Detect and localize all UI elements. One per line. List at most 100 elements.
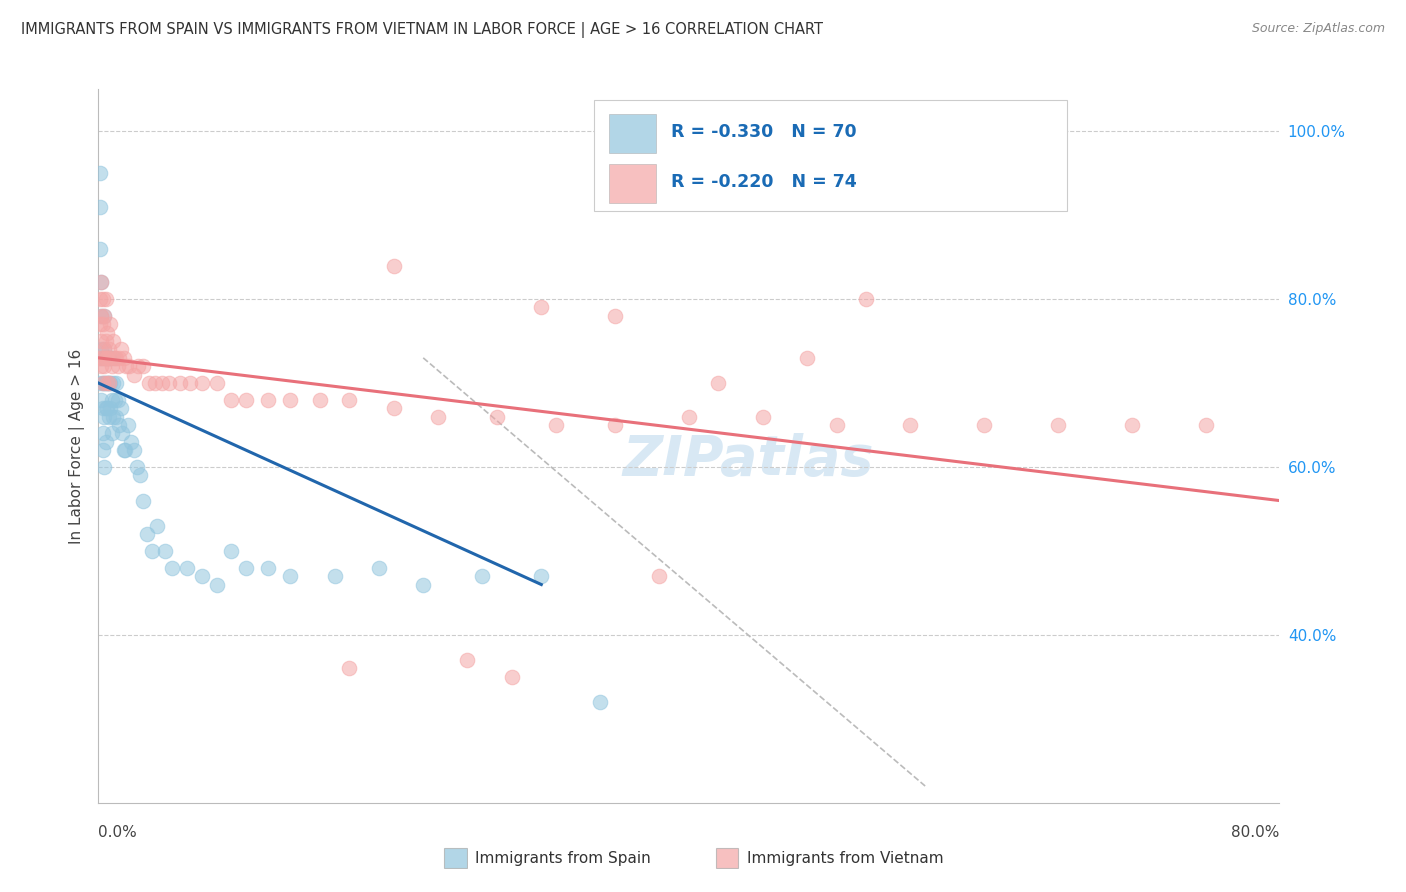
Point: [97, 351, 120, 365]
Point: [104, 351, 127, 365]
Point: [89, 351, 111, 365]
Point: [382, 401, 405, 416]
Point: [546, 417, 568, 432]
Point: [105, 376, 128, 390]
Point: [143, 376, 166, 390]
Point: [169, 376, 191, 390]
Point: [110, 401, 132, 416]
Point: [93, 376, 115, 390]
Point: [122, 368, 145, 382]
Point: [94, 376, 117, 390]
Point: [104, 392, 127, 407]
Point: [162, 560, 183, 574]
Point: [94, 401, 117, 416]
Point: [118, 359, 141, 374]
Point: [973, 417, 995, 432]
Point: [103, 376, 125, 390]
Text: ZIPatlas: ZIPatlas: [623, 434, 873, 487]
Point: [589, 695, 612, 709]
Point: [219, 392, 242, 407]
Point: [90, 343, 112, 357]
Point: [90, 359, 112, 374]
Point: [141, 544, 163, 558]
Point: [98, 318, 121, 332]
Point: [128, 468, 150, 483]
Point: [648, 569, 671, 583]
Point: [98, 401, 121, 416]
Point: [91, 376, 114, 390]
Point: [1046, 417, 1069, 432]
Point: [98, 376, 121, 390]
Point: [486, 409, 509, 424]
Point: [796, 351, 818, 365]
Point: [91, 376, 114, 390]
Point: [191, 569, 214, 583]
Point: [89, 200, 111, 214]
Point: [471, 569, 494, 583]
Point: [90, 275, 112, 289]
Point: [412, 577, 434, 591]
Point: [89, 318, 111, 332]
Point: [89, 351, 111, 365]
Point: [96, 401, 118, 416]
Point: [108, 351, 131, 365]
Point: [235, 392, 257, 407]
Point: [100, 359, 122, 374]
Point: [235, 560, 257, 574]
Point: [339, 661, 360, 675]
Point: [107, 359, 129, 374]
Text: Immigrants from Spain: Immigrants from Spain: [475, 851, 651, 865]
Point: [91, 401, 114, 416]
Text: R = -0.220   N = 74: R = -0.220 N = 74: [671, 173, 858, 191]
Point: [136, 527, 159, 541]
Point: [146, 518, 169, 533]
Point: [900, 417, 922, 432]
Point: [90, 392, 112, 407]
Point: [91, 351, 114, 365]
Point: [153, 544, 176, 558]
Point: [1195, 417, 1218, 432]
Point: [94, 351, 117, 365]
Point: [309, 392, 332, 407]
Point: [93, 460, 115, 475]
Point: [382, 259, 405, 273]
Y-axis label: In Labor Force | Age > 16: In Labor Force | Age > 16: [69, 349, 84, 543]
Point: [132, 493, 155, 508]
Point: [278, 392, 302, 407]
Point: [132, 359, 155, 374]
Point: [427, 409, 450, 424]
Point: [368, 560, 391, 574]
Point: [91, 443, 114, 458]
Point: [125, 460, 148, 475]
Point: [108, 417, 131, 432]
Point: [257, 392, 280, 407]
Bar: [609, 114, 655, 153]
Point: [94, 334, 117, 348]
Point: [751, 409, 773, 424]
Point: [93, 359, 115, 374]
Text: 0.0%: 0.0%: [98, 825, 138, 840]
Text: R = -0.330   N = 70: R = -0.330 N = 70: [671, 123, 856, 141]
Point: [456, 653, 478, 667]
Point: [100, 392, 122, 407]
Point: [93, 343, 115, 357]
Point: [605, 417, 627, 432]
FancyBboxPatch shape: [595, 100, 1067, 211]
Point: [115, 359, 138, 374]
Point: [90, 309, 112, 323]
Point: [97, 343, 120, 357]
Point: [98, 351, 121, 365]
Text: 80.0%: 80.0%: [1232, 825, 1279, 840]
Point: [127, 359, 149, 374]
Point: [278, 569, 302, 583]
Point: [205, 577, 228, 591]
Point: [100, 426, 122, 441]
Point: [530, 301, 553, 315]
Point: [90, 334, 112, 348]
Point: [605, 309, 627, 323]
Point: [103, 334, 125, 348]
Point: [112, 351, 135, 365]
Point: [96, 326, 118, 340]
Point: [219, 544, 242, 558]
Point: [111, 426, 134, 441]
